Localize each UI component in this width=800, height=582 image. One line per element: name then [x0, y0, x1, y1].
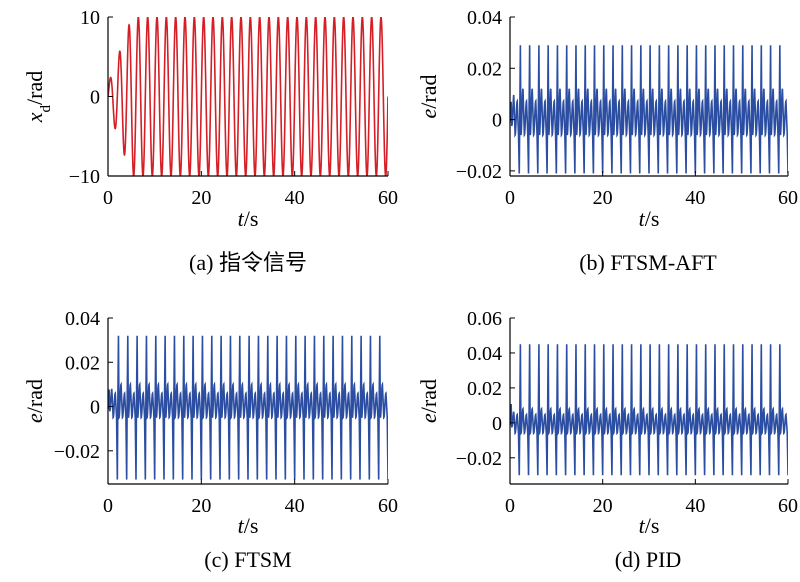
x-tick-label: 40 — [685, 187, 705, 209]
y-tick-label: 0.02 — [65, 352, 100, 374]
x-tick-label: 40 — [285, 495, 305, 517]
y-tick-label: −10 — [69, 166, 100, 188]
x-tick-label: 60 — [778, 495, 798, 517]
y-tick-label: −0.02 — [54, 441, 100, 463]
y-tick-label: −0.02 — [456, 448, 502, 470]
y-tick-label: 0 — [90, 397, 100, 419]
x-tick-label: 40 — [285, 187, 305, 209]
x-tick-label: 20 — [191, 187, 211, 209]
x-axis-label: t/s — [238, 206, 259, 231]
y-tick-label: 0.04 — [467, 7, 502, 29]
chart-caption: (c) FTSM — [204, 547, 291, 572]
y-axis-label: e/rad — [416, 75, 441, 119]
y-tick-label: 0.06 — [467, 308, 502, 330]
series-line — [108, 17, 388, 176]
y-tick-label: 0 — [492, 413, 502, 435]
x-tick-label: 0 — [103, 187, 113, 209]
chart-panel-4: 0 20 40 60 0.06 0.04 0.02 0 −0.02 e/rad t/s (d) PID — [416, 308, 798, 572]
x-tick-label: 60 — [778, 187, 798, 209]
x-axis-label: t/s — [238, 513, 259, 538]
y-axis-label: e/rad — [416, 379, 441, 423]
series-line — [510, 45, 788, 174]
x-axis-label: t/s — [639, 513, 660, 538]
y-tick-label: 0 — [90, 87, 100, 109]
chart-caption: (a) 指令信号 — [189, 250, 307, 275]
chart-caption: (d) PID — [615, 547, 682, 572]
x-tick-label: 0 — [505, 187, 515, 209]
series-line — [108, 335, 388, 480]
y-tick-label: −0.02 — [456, 161, 502, 183]
y-axis-label: xd/rad — [22, 71, 54, 123]
y-tick-label: 0.04 — [467, 343, 502, 365]
x-axis-label: t/s — [639, 206, 660, 231]
x-tick-label: 0 — [103, 495, 113, 517]
x-tick-label: 60 — [378, 187, 398, 209]
series-line — [510, 344, 788, 476]
x-tick-label: 60 — [378, 495, 398, 517]
y-tick-label: 0.04 — [65, 308, 100, 330]
chart-panel-3: 0 20 40 60 0.04 0.02 0 −0.02 e/rad t/s (c) FTSM — [22, 308, 398, 572]
x-tick-label: 0 — [505, 495, 515, 517]
y-tick-label: 0.02 — [467, 378, 502, 400]
y-tick-label: 0.02 — [467, 58, 502, 80]
x-tick-label: 20 — [593, 495, 613, 517]
chart-caption: (b) FTSM-AFT — [579, 250, 717, 275]
x-tick-label: 20 — [191, 495, 211, 517]
x-tick-label: 40 — [685, 495, 705, 517]
y-axis-label: e/rad — [22, 379, 47, 423]
y-tick-label: 10 — [80, 7, 100, 29]
x-tick-label: 20 — [593, 187, 613, 209]
y-tick-label: 0 — [492, 110, 502, 132]
